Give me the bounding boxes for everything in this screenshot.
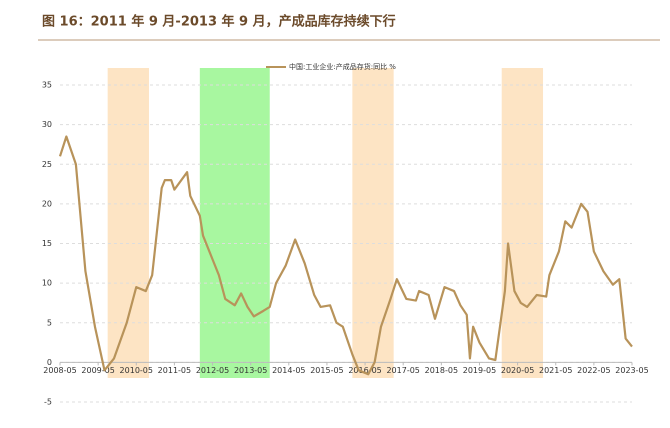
- series-line: [58, 135, 633, 376]
- x-tick-label: 2015-05: [310, 366, 343, 375]
- x-tick-label: 2014-05: [272, 366, 305, 375]
- x-tick-label: 2018-05: [425, 366, 458, 375]
- y-tick-label: -5: [44, 398, 52, 407]
- shaded-period: [199, 68, 270, 378]
- x-tick-label: 2017-05: [386, 366, 419, 375]
- y-tick-label: 5: [47, 318, 52, 327]
- shaded-period: [352, 68, 394, 378]
- y-tick-label: 20: [42, 199, 52, 208]
- y-tick-label: 30: [42, 120, 52, 129]
- y-tick-label: 10: [42, 279, 52, 288]
- y-tick-label: 25: [42, 160, 52, 169]
- x-tick-label: 2011-05: [158, 366, 191, 375]
- x-tick-label: 2016-05: [348, 366, 381, 375]
- x-tick-label: 2010-05: [120, 366, 153, 375]
- x-tick-label: 2009-05: [81, 366, 114, 375]
- x-tick-label: 2020-05: [501, 366, 534, 375]
- y-tick-label: 35: [42, 81, 52, 90]
- x-tick-label: 2023-05: [615, 366, 648, 375]
- chart-title: 图 16：2011 年 9 月-2013 年 9 月，产成品库存持续下行: [42, 14, 396, 30]
- x-tick-label: 2022-05: [577, 366, 610, 375]
- shaded-period: [107, 68, 149, 378]
- x-tick-label: 2021-05: [539, 366, 572, 375]
- x-tick-label: 2013-05: [234, 366, 267, 375]
- shaded-period: [501, 68, 544, 378]
- legend-label: 中国:工业企业:产成品存货:同比 %: [289, 62, 396, 71]
- x-tick-label: 2008-05: [43, 366, 76, 375]
- y-tick-label: 15: [42, 239, 52, 248]
- y-tick-label: 0: [47, 358, 52, 367]
- x-tick-label: 2019-05: [463, 366, 496, 375]
- x-tick-label: 2012-05: [196, 366, 229, 375]
